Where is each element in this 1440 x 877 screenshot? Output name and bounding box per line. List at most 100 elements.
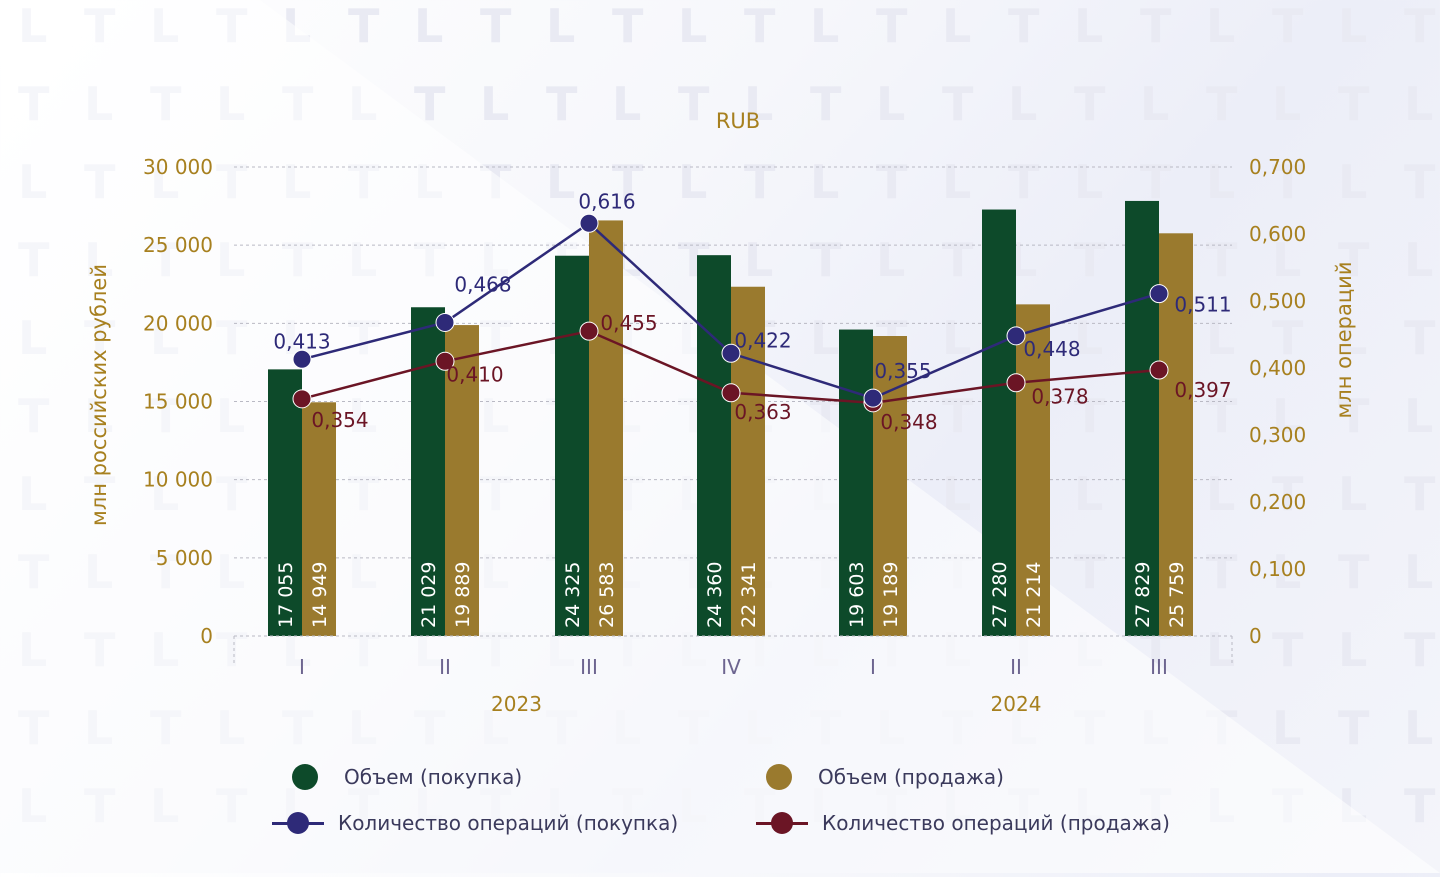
watermark-glyph: T	[1206, 77, 1238, 131]
buy-ops-point	[292, 349, 312, 369]
y-axis-left-ticks: 0 5 000 10 000 15 000 20 000 25 000 30 000	[143, 155, 213, 648]
watermark-glyph: L	[678, 155, 707, 209]
watermark-glyph: L	[1074, 311, 1103, 365]
legend-item-buy-volume[interactable]: Объем (покупка)	[278, 762, 522, 792]
buy-ops-point	[863, 388, 883, 408]
y-left-tick-label: 30 000	[143, 155, 213, 179]
bar-value-label: 14 949	[309, 562, 331, 628]
y-right-tick-label: 0,600	[1249, 222, 1306, 246]
x-group-label: 2024	[991, 692, 1042, 716]
watermark-glyph: L	[810, 155, 839, 209]
watermark-glyph: L	[1272, 77, 1301, 131]
watermark-glyph: T	[1074, 77, 1106, 131]
watermark-glyph: T	[942, 77, 974, 131]
bar-value-label: 19 889	[452, 562, 474, 628]
legend-item-sell-volume[interactable]: Объем (продажа)	[752, 762, 1004, 792]
watermark-glyph: L	[1404, 233, 1433, 287]
sell-ops-data-label: 0,410	[446, 362, 503, 386]
y-right-tick-label: 0,300	[1249, 423, 1306, 447]
bar-value-label: 27 280	[989, 562, 1011, 628]
sell-ops-point	[1006, 373, 1026, 393]
bar-buy-volume	[697, 255, 731, 636]
watermark-glyph: T	[744, 0, 776, 53]
y-left-tick-label: 25 000	[143, 233, 213, 257]
buy-ops-point	[1149, 284, 1169, 304]
bar-sell-volume	[1016, 304, 1050, 636]
watermark-glyph: T	[480, 0, 512, 53]
watermark-glyph: L	[1206, 155, 1235, 209]
watermark-glyph: L	[942, 0, 971, 53]
y-left-tick-label: 0	[200, 624, 213, 648]
watermark-glyph: L	[810, 0, 839, 53]
watermark-glyph: T	[1338, 233, 1370, 287]
x-category-label: II	[1010, 655, 1022, 679]
buy-ops-data-label: 0,511	[1174, 293, 1231, 317]
watermark-glyph: T	[810, 77, 842, 131]
sell-ops-data-label: 0,397	[1174, 378, 1231, 402]
bar-value-label: 19 189	[880, 562, 902, 628]
watermark-glyph: T	[1272, 467, 1304, 521]
bar-value-label: 19 603	[846, 562, 868, 628]
legend-marker-sell-ops	[771, 812, 793, 834]
watermark-glyph: T	[876, 0, 908, 53]
watermark-glyph: L	[1272, 545, 1301, 599]
legend-label-buy-ops: Количество операций (покупка)	[338, 811, 679, 835]
legend-item-sell-ops[interactable]: Количество операций (продажа)	[756, 808, 1170, 838]
watermark-glyph: T	[1338, 701, 1370, 755]
watermark-glyph: L	[1074, 0, 1103, 53]
y-left-tick-label: 10 000	[143, 468, 213, 492]
legend-item-buy-ops[interactable]: Количество операций (покупка)	[272, 808, 678, 838]
y-right-tick-label: 0,500	[1249, 289, 1306, 313]
sell-ops-point	[435, 351, 455, 371]
watermark-glyph: T	[810, 233, 842, 287]
watermark-glyph: T	[612, 155, 644, 209]
watermark-glyph: T	[744, 155, 776, 209]
bar-value-label: 24 360	[704, 562, 726, 628]
watermark-glyph: L	[678, 0, 707, 53]
watermark-glyph: L	[942, 155, 971, 209]
legend-line-icon	[272, 808, 328, 838]
legend-swatch-buy-volume	[292, 764, 318, 790]
bars: 17 055 14 949 21 029 19 889 24 325 26 583 24 3…	[268, 200, 1193, 637]
watermark-glyph: T	[1338, 545, 1370, 599]
watermark-glyph: T	[1404, 467, 1436, 521]
watermark-glyph: L	[810, 311, 839, 365]
y-left-tick-label: 5 000	[156, 546, 213, 570]
legend-label-sell-ops: Количество операций (продажа)	[822, 811, 1170, 835]
x-category-label: I	[299, 655, 305, 679]
watermark-glyph: L	[876, 77, 905, 131]
watermark-glyph: T	[1404, 0, 1436, 53]
x-category-label: II	[439, 655, 451, 679]
watermark-glyph: L	[942, 311, 971, 365]
buy-ops-data-label: 0,355	[874, 359, 931, 383]
watermark-glyph: L	[480, 77, 509, 131]
buy-ops-data-label: 0,448	[1023, 337, 1080, 361]
watermark-glyph: L	[1206, 467, 1235, 521]
legend-label-sell-volume: Объем (продажа)	[818, 765, 1004, 789]
watermark-glyph: L	[1404, 701, 1433, 755]
sell-ops-data-label: 0,348	[880, 410, 937, 434]
watermark-glyph: T	[1008, 155, 1040, 209]
sell-ops-point	[721, 383, 741, 403]
legend-dot-icon	[752, 762, 808, 792]
watermark-glyph: T	[1074, 233, 1106, 287]
bar-sell-volume	[445, 325, 479, 636]
bar-value-label: 21 029	[418, 562, 440, 628]
bar-sell-volume	[589, 220, 623, 636]
bar-buy-volume	[982, 209, 1016, 637]
y-axis-left-label: млн российских рублей	[87, 264, 111, 526]
buy-ops-point	[1006, 326, 1026, 346]
y-right-tick-label: 0,100	[1249, 557, 1306, 581]
watermark-glyph: T	[1206, 233, 1238, 287]
bar-buy-volume	[839, 329, 873, 636]
watermark-glyph: T	[876, 155, 908, 209]
watermark-glyph: T	[1404, 623, 1436, 677]
sell-ops-data-label: 0,455	[600, 311, 657, 335]
watermark-glyph: L	[1206, 0, 1235, 53]
watermark-glyph: T	[942, 233, 974, 287]
watermark-glyph: T	[1272, 311, 1304, 365]
watermark-glyph: L	[546, 0, 575, 53]
watermark-glyph: T	[1404, 311, 1436, 365]
